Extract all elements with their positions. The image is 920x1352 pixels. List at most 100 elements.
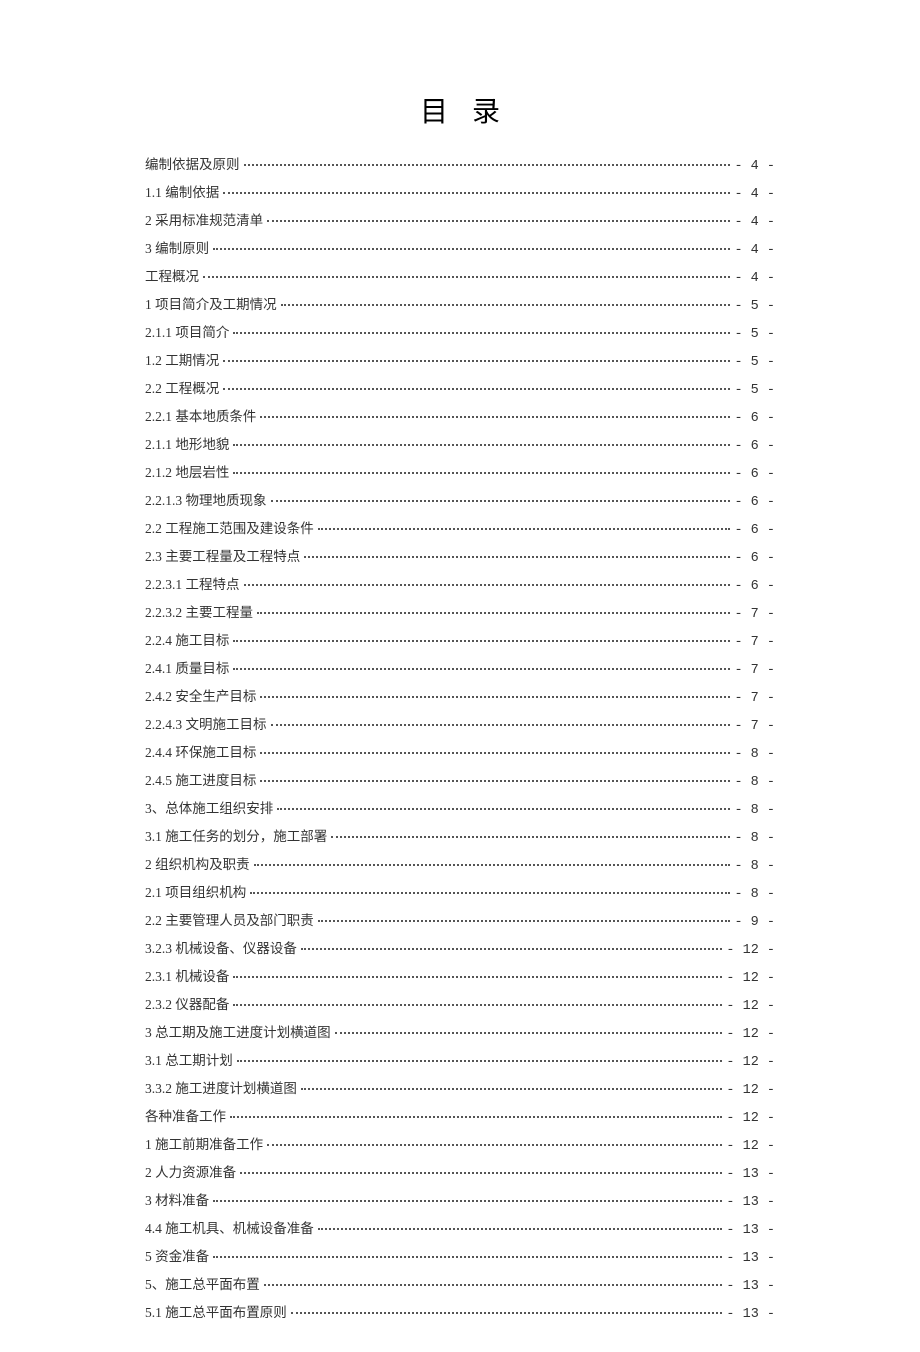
toc-entry-page: - 6 - — [734, 468, 775, 482]
toc-entry: 2.2.1 基本地质条件 - 6 - — [145, 410, 775, 426]
toc-entry-label: 2.1.1 地形地貌 — [145, 438, 229, 452]
toc-entry-label: 1 施工前期准备工作 — [145, 1138, 263, 1152]
toc-entry-label: 2.2.1 基本地质条件 — [145, 410, 256, 424]
toc-entry: 4.4 施工机具、机械设备准备- 13 - — [145, 1222, 775, 1238]
toc-entry: 2.3.2 仪器配备- 12 - — [145, 998, 775, 1014]
toc-entry-page: - 13 - — [726, 1224, 775, 1238]
toc-entry-label: 2 采用标准规范清单 — [145, 214, 263, 228]
toc-entry-label: 2.2 工程施工范围及建设条件 — [145, 522, 314, 536]
toc-entry-page: - 13 - — [726, 1280, 775, 1294]
toc-leader-dots — [240, 1172, 722, 1174]
toc-leader-dots — [230, 1116, 722, 1118]
toc-entry-label: 2.2.1.3 物理地质现象 — [145, 494, 267, 508]
toc-leader-dots — [213, 248, 730, 250]
toc-entry: 3.3.2 施工进度计划横道图- 12 - — [145, 1082, 775, 1098]
toc-leader-dots — [233, 976, 722, 978]
toc-leader-dots — [203, 276, 730, 278]
toc-leader-dots — [271, 500, 731, 502]
toc-entry: 2.2.3.2 主要工程量- 7 - — [145, 606, 775, 622]
toc-entry: 5、施工总平面布置 - 13 - — [145, 1278, 775, 1294]
toc-entry-label: 5.1 施工总平面布置原则 — [145, 1306, 287, 1320]
toc-entry: 3、总体施工组织安排- 8 - — [145, 802, 775, 818]
toc-entry-label: 2.2.4.3 文明施工目标 — [145, 718, 267, 732]
toc-leader-dots — [213, 1200, 722, 1202]
toc-entry-page: - 6 - — [734, 412, 775, 426]
toc-entry-label: 2.2 主要管理人员及部门职责 — [145, 914, 314, 928]
toc-leader-dots — [260, 416, 730, 418]
toc-entry-page: - 12 - — [726, 1000, 775, 1014]
toc-leader-dots — [213, 1256, 722, 1258]
toc-entry-page: - 8 - — [734, 776, 775, 790]
toc-entry: 工程概况- 4 - — [145, 270, 775, 286]
toc-entry: 2.1.1 项目简介- 5 - — [145, 326, 775, 342]
toc-entry: 3 编制原则- 4 - — [145, 242, 775, 258]
toc-entry-page: - 13 - — [726, 1308, 775, 1322]
toc-entry-label: 5、施工总平面布置 — [145, 1278, 260, 1292]
toc-entry-page: - 12 - — [726, 1140, 775, 1154]
toc-entry: 2.3.1 机械设备- 12 - — [145, 970, 775, 986]
toc-entry-page: - 13 - — [726, 1168, 775, 1182]
toc-leader-dots — [233, 668, 730, 670]
toc-leader-dots — [254, 864, 731, 866]
toc-leader-dots — [318, 1228, 723, 1230]
toc-entry-page: - 8 - — [734, 860, 775, 874]
toc-leader-dots — [223, 360, 730, 362]
toc-entry-label: 2.4.5 施工进度目标 — [145, 774, 256, 788]
toc-entry-label: 工程概况 — [145, 270, 199, 284]
toc-leader-dots — [223, 388, 730, 390]
toc-leader-dots — [318, 920, 731, 922]
toc-entry-page: - 13 - — [726, 1252, 775, 1266]
toc-entry: 2.2.1.3 物理地质现象 - 6 - — [145, 494, 775, 510]
toc-entry: 2.4.4 环保施工目标- 8 - — [145, 746, 775, 762]
toc-entry: 2 采用标准规范清单 - 4 - — [145, 214, 775, 230]
toc-list: 编制依据及原则- 4 - 1.1 编制依据- 4 - 2 采用标准规范清单 - 4 -… — [145, 158, 775, 1322]
toc-entry: 2.1.1 地形地貌 - 6 - — [145, 438, 775, 454]
toc-entry-page: - 6 - — [734, 552, 775, 566]
toc-entry-label: 2 组织机构及职责 — [145, 858, 250, 872]
toc-leader-dots — [301, 948, 723, 950]
toc-leader-dots — [233, 444, 730, 446]
toc-entry-label: 2.4.2 安全生产目标 — [145, 690, 256, 704]
toc-entry: 5.1 施工总平面布置原则 - 13 - — [145, 1306, 775, 1322]
toc-entry-label: 2.2 工程概况 — [145, 382, 219, 396]
toc-leader-dots — [233, 332, 730, 334]
toc-entry: 编制依据及原则- 4 - — [145, 158, 775, 174]
toc-entry-page: - 6 - — [734, 524, 775, 538]
toc-entry: 2.2 工程施工范围及建设条件 - 6 - — [145, 522, 775, 538]
toc-entry-page: - 7 - — [734, 636, 775, 650]
toc-entry-page: - 4 - — [734, 216, 775, 230]
toc-entry-page: - 6 - — [734, 440, 775, 454]
toc-entry-label: 2.2.4 施工目标 — [145, 634, 229, 648]
toc-entry: 2.1 项目组织机构- 8 - — [145, 886, 775, 902]
toc-leader-dots — [233, 640, 730, 642]
toc-entry-page: - 6 - — [734, 580, 775, 594]
toc-leader-dots — [304, 556, 730, 558]
toc-entry-page: - 9 - — [734, 916, 775, 930]
toc-title: 目录 — [145, 90, 775, 130]
toc-entry: 2.2.4.3 文明施工目标- 7 - — [145, 718, 775, 734]
toc-entry-page: - 12 - — [726, 944, 775, 958]
toc-entry-page: - 6 - — [734, 496, 775, 510]
toc-entry-label: 2.3.1 机械设备 — [145, 970, 229, 984]
toc-entry-label: 3 总工期及施工进度计划横道图 — [145, 1026, 331, 1040]
toc-leader-dots — [223, 192, 730, 194]
toc-entry-label: 3.1 施工任务的划分，施工部署 — [145, 830, 327, 844]
toc-entry-page: - 4 - — [734, 188, 775, 202]
toc-leader-dots — [281, 304, 731, 306]
toc-entry-label: 2 人力资源准备 — [145, 1166, 236, 1180]
toc-leader-dots — [244, 584, 731, 586]
toc-entry-page: - 7 - — [734, 692, 775, 706]
toc-entry-page: - 5 - — [734, 356, 775, 370]
toc-entry-label: 5 资金准备 — [145, 1250, 209, 1264]
toc-entry-page: - 12 - — [726, 1084, 775, 1098]
toc-entry-page: - 12 - — [726, 1112, 775, 1126]
toc-leader-dots — [260, 752, 730, 754]
toc-entry: 1.2 工期情况- 5 - — [145, 354, 775, 370]
toc-entry: 1.1 编制依据- 4 - — [145, 186, 775, 202]
toc-leader-dots — [237, 1060, 723, 1062]
toc-entry: 2.2.3.1 工程特点- 6 - — [145, 578, 775, 594]
toc-entry-page: - 8 - — [734, 832, 775, 846]
toc-leader-dots — [257, 612, 730, 614]
toc-leader-dots — [335, 1032, 723, 1034]
toc-leader-dots — [244, 164, 731, 166]
